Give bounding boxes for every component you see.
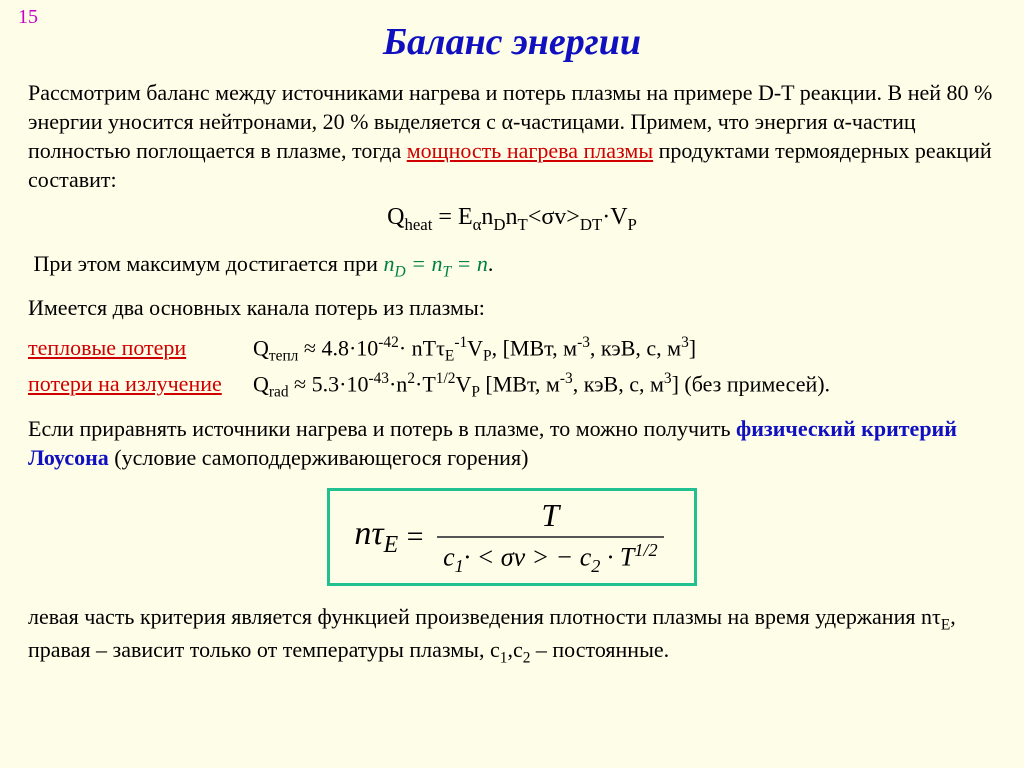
intro-red-phrase: мощность нагрева плазмы [407, 138, 653, 163]
tl-tail: · nTτ [399, 335, 445, 360]
radiation-loss-label: потери на излучение [28, 368, 253, 400]
n2-sub: T [518, 215, 528, 234]
lw-eq: = [407, 520, 431, 553]
rl-m1: -3 [560, 370, 573, 387]
qrad-sub: rad [269, 383, 289, 400]
rl-nexp: 2 [407, 370, 415, 387]
rl-vsub: P [471, 383, 480, 400]
lawson-intro: Если приравнять источники нагрева и поте… [28, 414, 996, 472]
dc2: c [580, 542, 592, 571]
max-line: При этом максимум достигается при nD = n… [28, 249, 996, 283]
n-plain: n [477, 251, 488, 276]
radiation-loss-line: потери на излучение Qrad ≈ 5.3·10-43·n2·… [28, 368, 996, 404]
qtepl: Q [253, 335, 269, 360]
max-before: При этом максимум достигается при [34, 251, 384, 276]
tl-m2: 3 [681, 334, 689, 351]
rl-val: ≈ 5.3·10 [289, 371, 369, 396]
lawson-fraction: T c1· < σv > − c2 · T1/2 [437, 497, 664, 577]
tl-u1: , [МВт, м [492, 335, 577, 360]
rl-u1: [МВт, м [480, 371, 560, 396]
slide: 15 Баланс энергии Рассмотрим баланс межд… [0, 0, 1024, 768]
tl-val: ≈ 4.8·10 [298, 335, 378, 360]
lawson-denominator: c1· < σv > − c2 · T1/2 [437, 538, 664, 577]
lw-n: n [354, 515, 371, 552]
nd: nD = nT = n [383, 251, 487, 276]
rl-exp: -43 [368, 370, 389, 387]
tl-close: ] [689, 335, 696, 360]
closing-end: – постоянные. [530, 637, 669, 662]
rl-texp: 1/2 [436, 370, 456, 387]
lawson-numerator: T [437, 497, 664, 538]
sigma-v: <σv> [528, 204, 580, 230]
closing-paragraph: левая часть критерия является функцией п… [28, 602, 996, 669]
intro-paragraph: Рассмотрим баланс между источниками нагр… [28, 78, 996, 194]
rl-u2: , кэВ, с, м [573, 371, 664, 396]
thermal-loss-line: тепловые потери Qтепл ≈ 4.8·10-42· nTτE-… [28, 332, 996, 368]
nd-n: n [383, 251, 394, 276]
tl-tauexp: -1 [454, 334, 467, 351]
channels-line: Имеется два основных канала потерь из пл… [28, 293, 996, 322]
heat-formula: Qheat = EαnDnT<σv>DT·VP [28, 204, 996, 235]
sigma-v-sub: DT [580, 215, 602, 234]
nd-sub: D [394, 263, 405, 280]
eq2: = [451, 251, 477, 276]
tl-exp: -42 [378, 334, 399, 351]
n1-sub: D [493, 215, 505, 234]
dc2s: 2 [591, 556, 600, 576]
tl-m1: -3 [577, 334, 590, 351]
dd1: · < σv > − [464, 542, 580, 571]
closing-comma: ,c [507, 637, 522, 662]
rl-t: ·T [415, 371, 436, 396]
rl-m2: 3 [664, 370, 672, 387]
e-sub: α [473, 215, 482, 234]
vp-sub: P [628, 215, 637, 234]
lawson-after: (условие самоподдерживающегося горения) [109, 445, 529, 470]
tl-v: V [467, 335, 483, 360]
q-sub: heat [404, 215, 432, 234]
lawson-before: Если приравнять источники нагрева и поте… [28, 416, 736, 441]
lawson-formula-wrap: nτE = T c1· < σv > − c2 · T1/2 [28, 482, 996, 592]
qrad: Q [253, 371, 269, 396]
rl-close: ] (без примесей). [672, 371, 830, 396]
eq1: = [406, 251, 432, 276]
closing-tausub: E [941, 616, 950, 633]
rl-mid: ·n [389, 371, 407, 396]
slide-title: Баланс энергии [28, 20, 996, 64]
nt-n: n [431, 251, 442, 276]
radiation-loss-formula: Qrad ≈ 5.3·10-43·n2·T1/2VP [МВт, м-3, кэ… [253, 368, 830, 404]
tl-vsub: P [483, 347, 492, 364]
thermal-loss-label: тепловые потери [28, 332, 253, 364]
qtepl-sub: тепл [269, 347, 298, 364]
dc1: c [443, 542, 455, 571]
dd2: · T [600, 542, 634, 571]
q-symbol: Q [387, 204, 404, 230]
dc1s: 1 [455, 556, 464, 576]
tl-u2: , кэВ, с, м [590, 335, 681, 360]
loss-block: тепловые потери Qтепл ≈ 4.8·10-42· nTτE-… [28, 332, 996, 404]
dtexp: 1/2 [634, 540, 657, 560]
lw-tau: τ [371, 515, 383, 552]
thermal-loss-formula: Qтепл ≈ 4.8·10-42· nTτE-1VP, [МВт, м-3, … [253, 332, 696, 368]
max-dot: . [488, 251, 494, 276]
page-number: 15 [18, 6, 38, 29]
closing-before: левая часть критерия является функцией п… [28, 604, 941, 629]
rl-v: V [455, 371, 471, 396]
tl-tausub: E [445, 347, 454, 364]
lw-sub: E [384, 532, 399, 558]
nt-sub: T [442, 263, 451, 280]
lawson-formula-box: nτE = T c1· < σv > − c2 · T1/2 [327, 488, 696, 586]
